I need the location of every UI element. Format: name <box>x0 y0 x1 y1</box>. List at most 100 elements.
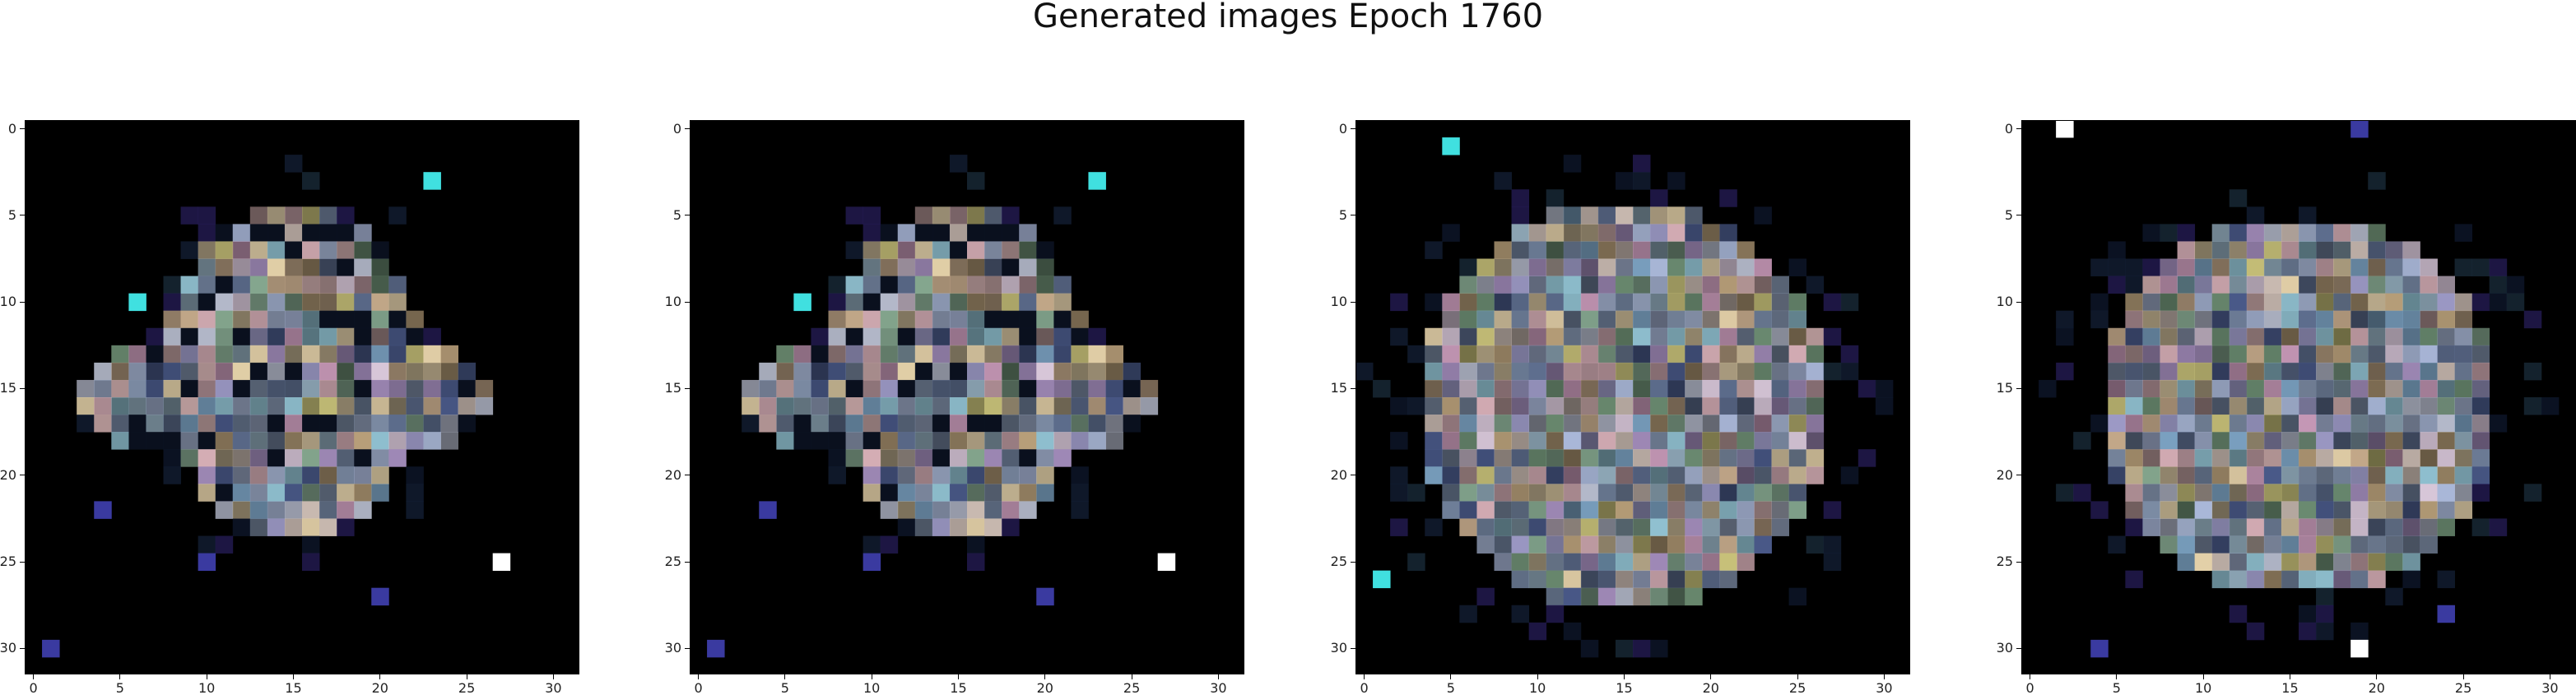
pixel-cell <box>2350 379 2369 398</box>
pixel-cell <box>2142 362 2160 381</box>
pixel-cell <box>1633 206 1651 225</box>
pixel-cell <box>249 484 268 502</box>
pixel-cell <box>302 224 320 242</box>
pixel-cell <box>863 258 881 276</box>
pixel-cell <box>2402 276 2420 294</box>
pixel-cell <box>2229 432 2248 450</box>
pixel-cell <box>2263 518 2282 536</box>
pixel-cell <box>828 293 846 312</box>
pixel-cell <box>932 466 951 484</box>
pixel-cell <box>932 362 951 381</box>
pixel-cell <box>1633 432 1651 450</box>
pixel-cell <box>2177 310 2196 329</box>
pixel-cell <box>337 362 355 381</box>
pixel-cell <box>1719 501 1737 519</box>
pixel-cell <box>198 241 216 259</box>
y-tick-label: 20 <box>0 466 16 483</box>
pixel-cell <box>2420 327 2438 346</box>
pixel-cell <box>1563 449 1582 467</box>
pixel-cell <box>1702 449 1720 467</box>
pixel-cell <box>1633 276 1651 294</box>
pixel-cell <box>354 224 372 242</box>
x-tick-label: 10 <box>863 680 881 695</box>
pixel-cell <box>337 466 355 484</box>
pixel-cell <box>1719 224 1737 242</box>
pixel-cell <box>2263 310 2282 329</box>
pixel-cell <box>1580 501 1599 519</box>
pixel-cell <box>111 432 129 450</box>
pixel-cell <box>388 327 407 346</box>
pixel-cell <box>302 535 320 554</box>
pixel-cell <box>793 362 811 381</box>
pixel-cell <box>1528 484 1547 502</box>
pixel-cell <box>897 415 916 433</box>
pixel-cell <box>2489 518 2508 536</box>
pixel-cell <box>949 432 968 450</box>
pixel-cell <box>2177 276 2196 294</box>
pixel-cell <box>302 449 320 467</box>
pixel-cell <box>1667 379 1686 398</box>
pixel-cell <box>2056 310 2074 329</box>
pixel-cell <box>180 345 199 364</box>
pixel-cell <box>2402 327 2420 346</box>
pixel-cell <box>863 224 881 242</box>
pixel-cell <box>1494 241 1512 259</box>
figure-title: Generated images Epoch 1760 <box>1032 0 1544 35</box>
y-tick-label: 10 <box>0 294 16 310</box>
pixel-cell <box>163 379 181 398</box>
pixel-cell <box>1615 501 1634 519</box>
pixel-cell <box>1546 587 1565 606</box>
pixel-cell <box>249 397 268 415</box>
pixel-cell <box>1002 484 1020 502</box>
pixel-cell <box>302 432 320 450</box>
pixel-cell <box>897 501 916 519</box>
pixel-cell <box>146 362 164 381</box>
pixel-cell <box>163 276 181 294</box>
pixel-cell <box>1858 449 1876 467</box>
image-plot-2 <box>690 120 1244 674</box>
pixel-cell <box>388 206 407 225</box>
pixel-cell <box>914 293 933 312</box>
pixel-cell <box>1442 484 1460 502</box>
pixel-cell <box>984 501 1002 519</box>
x-tick-label: 30 <box>1876 680 1893 695</box>
pixel-cell <box>1633 449 1651 467</box>
pixel-cell <box>2108 535 2126 554</box>
pixel-cell <box>198 379 216 398</box>
pixel-cell <box>1823 362 1842 381</box>
pixel-cell <box>2299 622 2317 641</box>
pixel-cell <box>319 397 337 415</box>
pixel-cell <box>2471 293 2490 312</box>
pixel-cell <box>1615 241 1634 259</box>
pixel-cell <box>1685 518 1703 536</box>
pixel-cell <box>284 327 303 346</box>
pixel-cell <box>1511 258 1530 276</box>
pixel-cell <box>2385 276 2403 294</box>
pixel-cell <box>2437 397 2455 415</box>
pixel-cell <box>423 345 441 364</box>
pixel-cell <box>249 206 268 225</box>
pixel-cell <box>1019 379 1037 398</box>
pixel-cell <box>215 362 234 381</box>
pixel-cell <box>2160 327 2178 346</box>
pixel-cell <box>967 310 985 329</box>
pixel-cell <box>2211 258 2230 276</box>
pixel-cell <box>1546 206 1565 225</box>
pixel-cell <box>2350 449 2369 467</box>
pixel-cell <box>284 484 303 502</box>
pixel-cell <box>1088 327 1106 346</box>
pixel-cell <box>2350 432 2369 450</box>
pixel-cell <box>1615 379 1634 398</box>
pixel-cell <box>932 276 951 294</box>
x-tick-mark <box>2202 674 2204 679</box>
pixel-cell <box>811 432 829 450</box>
pixel-cell <box>828 362 846 381</box>
pixel-cell <box>232 327 251 346</box>
pixel-cell <box>967 553 985 572</box>
pixel-cell <box>2350 639 2369 658</box>
pixel-cell <box>2489 258 2508 276</box>
pixel-cell <box>2142 310 2160 329</box>
pixel-cell <box>1754 293 1772 312</box>
pixel-cell <box>1806 327 1825 346</box>
pixel-cell <box>984 466 1002 484</box>
